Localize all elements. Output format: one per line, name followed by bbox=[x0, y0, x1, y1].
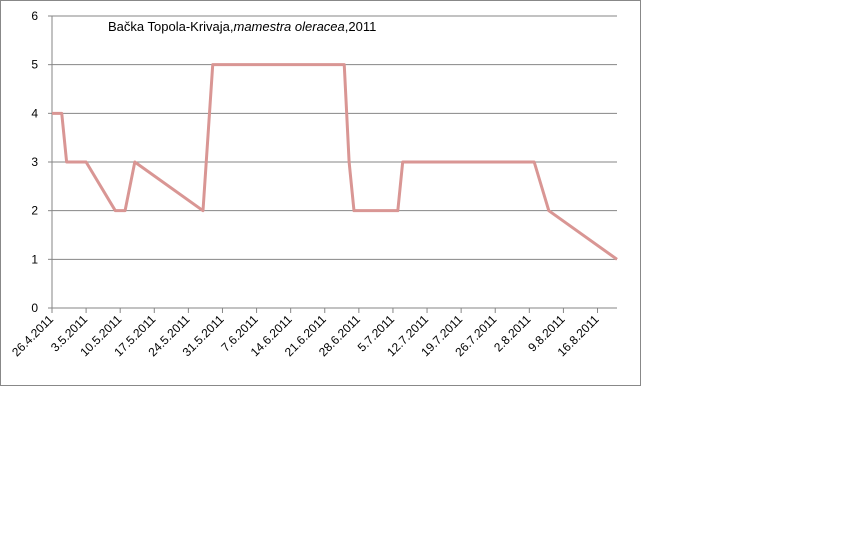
y-tick-label: 4 bbox=[31, 106, 38, 120]
title-part: mamestra oleracea bbox=[234, 19, 345, 34]
title-part: Bačka Topola-Krivaja, bbox=[108, 19, 234, 34]
chart-title: Bačka Topola-Krivaja,mamestra oleracea,2… bbox=[108, 19, 376, 34]
y-tick-label: 2 bbox=[31, 204, 38, 218]
y-tick-label: 1 bbox=[31, 252, 38, 266]
y-tick-label: 5 bbox=[31, 58, 38, 72]
y-tick-label: 3 bbox=[31, 155, 38, 169]
data-line bbox=[52, 63, 618, 261]
y-tick-label: 6 bbox=[31, 9, 38, 23]
title-part: ,2011 bbox=[345, 19, 377, 34]
y-tick-label: 0 bbox=[31, 301, 38, 315]
